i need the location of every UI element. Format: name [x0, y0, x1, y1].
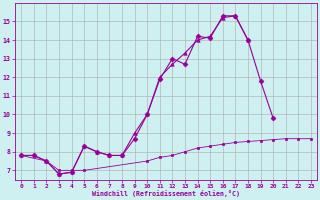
X-axis label: Windchill (Refroidissement éolien,°C): Windchill (Refroidissement éolien,°C) — [92, 190, 240, 197]
